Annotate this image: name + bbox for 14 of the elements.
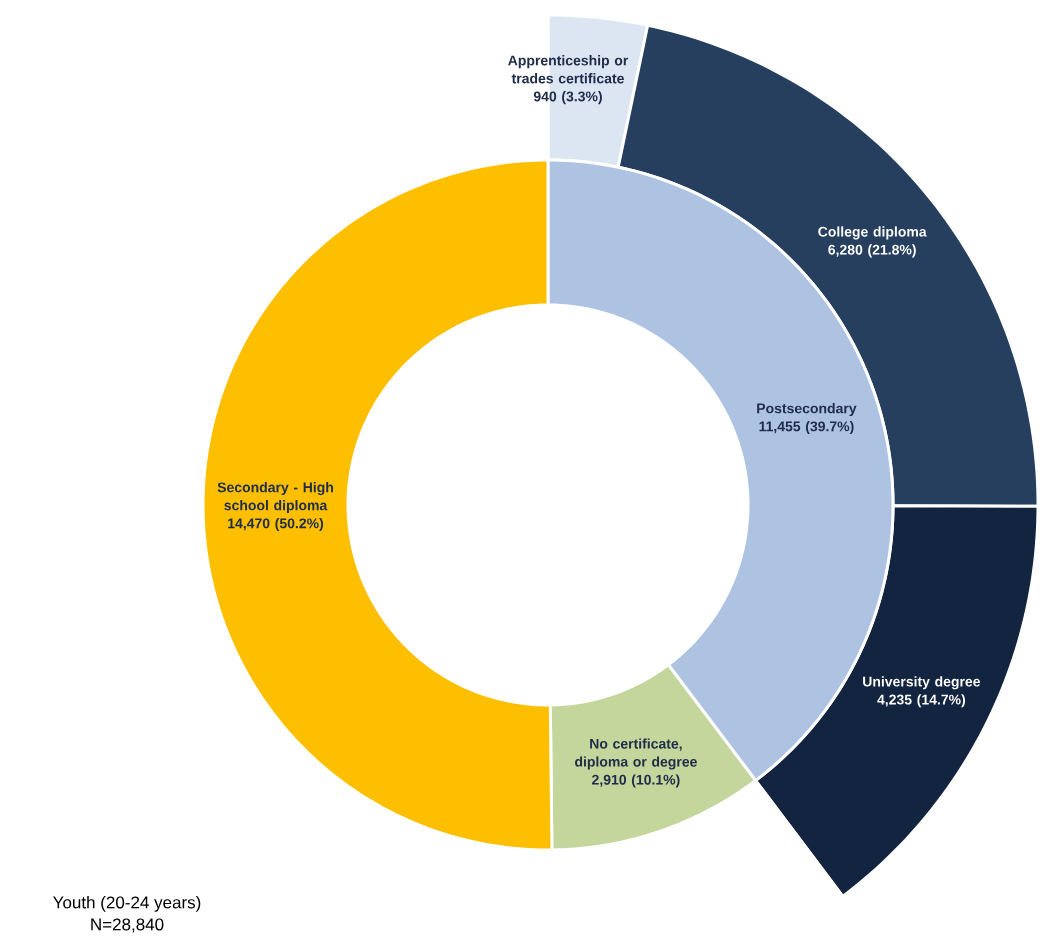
data-label: 940 (3.3%): [533, 91, 602, 105]
data-label: 2,910 (10.1%): [592, 774, 680, 788]
slice-label: No certificate, diploma or degree: [575, 738, 697, 770]
data-label: 14,470 (50.2%): [228, 518, 324, 532]
slice-label: Apprenticeship or trades certificate: [508, 55, 629, 84]
data-label: 4,235 (14.7%): [877, 694, 966, 708]
slice-label: College diploma: [818, 226, 927, 240]
data-label: 6,280 (21.8%): [828, 244, 916, 258]
text: Youth (20-24 years): [53, 895, 201, 912]
slice-label: Postsecondary: [757, 403, 857, 417]
data-label: 11,455 (39.7%): [759, 421, 854, 435]
text: N=28,840: [91, 918, 164, 933]
slice-label: University degree: [863, 676, 981, 690]
slice-label: Secondary - High school diploma: [217, 482, 333, 514]
